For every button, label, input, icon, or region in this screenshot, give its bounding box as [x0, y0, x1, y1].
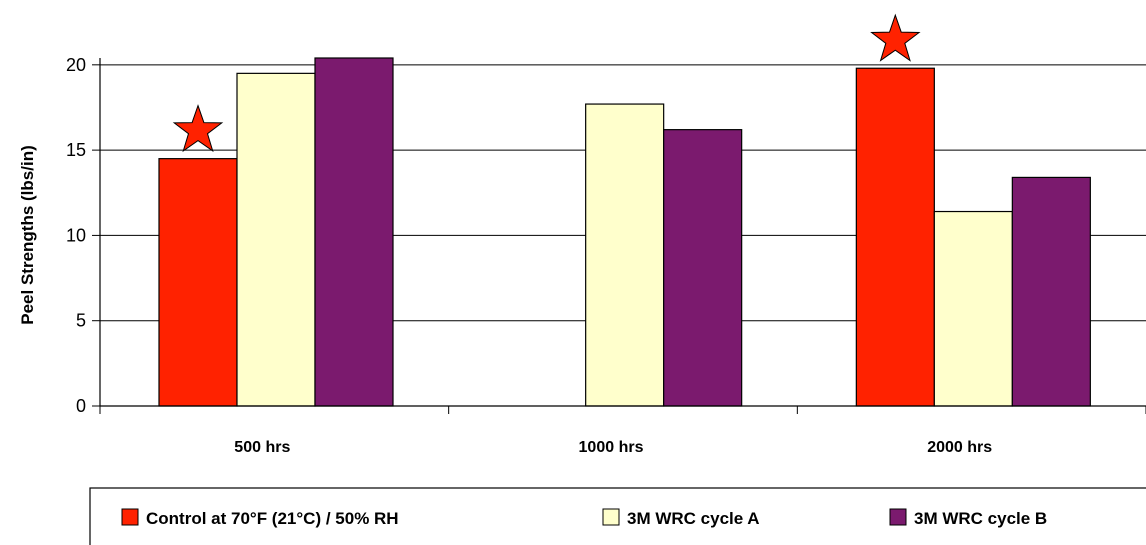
- x-category-label: 500 hrs: [234, 439, 290, 456]
- bar: [855, 67, 935, 407]
- star-icon: [870, 13, 921, 62]
- legend-label: 3M WRC cycle A: [627, 509, 760, 528]
- y-tick-label: 10: [66, 225, 86, 245]
- legend-swatch: [121, 508, 139, 526]
- bar: [314, 57, 394, 407]
- y-tick-label: 0: [76, 396, 86, 416]
- x-axis-category-labels: 500 hrs 1000 hrs 2000 hrs: [234, 439, 992, 456]
- legend-swatch: [602, 508, 620, 526]
- bar: [1011, 176, 1091, 407]
- legend-label: 3M WRC cycle B: [914, 509, 1047, 528]
- legend-swatch: [889, 508, 907, 526]
- y-tick-label: 20: [66, 55, 86, 75]
- axes: [99, 58, 1146, 414]
- bar: [236, 72, 316, 407]
- y-axis-title: Peel Strengths (lbs/in): [18, 145, 37, 324]
- bar: [158, 158, 238, 407]
- annotations: [172, 13, 921, 153]
- y-tick-label: 5: [76, 311, 86, 331]
- star-icon: [172, 104, 224, 153]
- y-axis-ticks: 0 5 10 15 20: [66, 55, 100, 416]
- bar: [663, 129, 743, 407]
- y-tick-label: 15: [66, 140, 86, 160]
- legend-label: Control at 70°F (21°C) / 50% RH: [146, 509, 399, 528]
- legend: Control at 70°F (21°C) / 50% RH 3M WRC cy…: [89, 487, 1146, 545]
- x-category-label: 1000 hrs: [579, 439, 644, 456]
- bar: [933, 210, 1013, 407]
- bar: [585, 103, 665, 407]
- bars: [158, 57, 1091, 407]
- x-category-label: 2000 hrs: [927, 439, 992, 456]
